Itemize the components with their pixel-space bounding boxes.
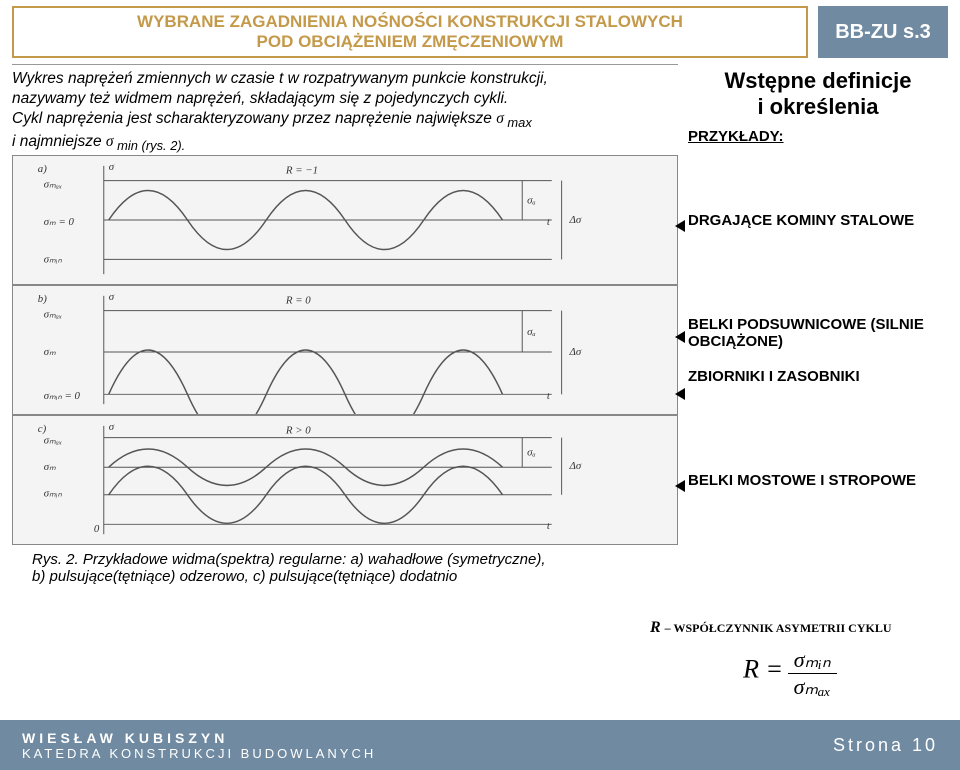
max-sub: max bbox=[504, 115, 532, 130]
sigma-axis-a: σ bbox=[109, 161, 115, 173]
sigma-min-sym: σ bbox=[106, 133, 114, 150]
footer-left: WIESŁAW KUBISZYN KATEDRA KONSTRUKCJI BUD… bbox=[22, 730, 376, 761]
diagram-row-c: c) σ σₘₐₓ σₘ σₘᵢₙ 0 R > 0 t Δσ σₐ bbox=[12, 415, 948, 545]
examples-label: PRZYKŁADY: bbox=[688, 128, 948, 145]
diagram-c: c) σ σₘₐₓ σₘ σₘᵢₙ 0 R > 0 t Δσ σₐ bbox=[12, 415, 678, 545]
sigma-max-a: σₘₐₓ bbox=[44, 179, 62, 191]
para-l4a: i najmniejsze bbox=[12, 133, 106, 150]
sigma-max-b: σₘₐₓ bbox=[44, 309, 62, 321]
arrow-c bbox=[675, 480, 685, 492]
sa-b: σₐ bbox=[527, 326, 536, 338]
delta-c: Δσ bbox=[568, 460, 581, 472]
sigma-axis-b: σ bbox=[109, 291, 115, 303]
body: Wykres naprężeń zmiennych w czasie t w r… bbox=[0, 64, 960, 585]
svg-text:0: 0 bbox=[94, 523, 100, 535]
arrow-b2 bbox=[675, 388, 685, 400]
page-number: Strona 10 bbox=[833, 735, 938, 756]
para-l2: nazywamy też widmem naprężeń, składający… bbox=[12, 90, 508, 107]
definition-box: Wstępne definicje i określenia PRZYKŁADY… bbox=[688, 64, 948, 155]
sigma-max-sym: σ bbox=[496, 110, 504, 127]
sigma-m-b: σₘ bbox=[44, 346, 56, 358]
sa-a: σₐ bbox=[527, 194, 536, 206]
sa-c: σₐ bbox=[527, 446, 536, 458]
header-row: WYBRANE ZAGADNIENIA NOŚNOŚCI KONSTRUKCJI… bbox=[0, 0, 960, 58]
caption-l2: b) pulsujące(tętniące) odzerowo, c) puls… bbox=[32, 568, 457, 585]
def-l2: i określenia bbox=[688, 94, 948, 120]
def-l1: Wstępne definicje bbox=[688, 68, 948, 94]
figure-caption: Rys. 2. Przykładowe widma(spektra) regul… bbox=[12, 545, 612, 585]
r-equals: R = bbox=[743, 655, 783, 684]
diagram-a: a) σ σₘₐₓ σₘ = 0 σₘᵢₙ R = −1 t Δσ σₐ bbox=[12, 155, 678, 285]
label-b: BELKI PODSUWNICOWE (SILNIE OBCIĄŻONE) ZB… bbox=[688, 316, 948, 385]
letter-b: b) bbox=[38, 293, 47, 305]
numerator: σₘᵢₙ bbox=[788, 647, 837, 674]
delta-a: Δσ bbox=[568, 214, 581, 226]
denominator: σₘₐₓ bbox=[788, 674, 837, 700]
r-b: R = 0 bbox=[285, 295, 311, 307]
label-c: BELKI MOSTOWE I STROPOWE bbox=[688, 472, 948, 489]
formula: R = σₘᵢₙ σₘₐₓ bbox=[650, 647, 930, 700]
wsp-text: – WSPÓŁCZYNNIK ASYMETRII CYKLU bbox=[665, 621, 892, 635]
page-badge: BB-ZU s.3 bbox=[818, 6, 948, 58]
title-box: WYBRANE ZAGADNIENIA NOŚNOŚCI KONSTRUKCJI… bbox=[12, 6, 808, 58]
sigma-min-c: σₘᵢₙ bbox=[44, 488, 63, 500]
delta-b: Δσ bbox=[568, 346, 581, 358]
sigma-min-b: σₘᵢₙ = 0 bbox=[44, 390, 81, 402]
sigma-m-c: σₘ bbox=[44, 461, 56, 473]
top-section: Wykres naprężeń zmiennych w czasie t w r… bbox=[12, 64, 948, 155]
title-line-1: WYBRANE ZAGADNIENIA NOŚNOŚCI KONSTRUKCJI… bbox=[22, 12, 798, 32]
caption-l1: Rys. 2. Przykładowe widma(spektra) regul… bbox=[32, 551, 546, 568]
diagram-row-a: a) σ σₘₐₓ σₘ = 0 σₘᵢₙ R = −1 t Δσ σₐ DRG… bbox=[12, 155, 948, 285]
arrow-a bbox=[675, 220, 685, 232]
min-sub: min (rys. 2). bbox=[114, 138, 186, 153]
t-c: t bbox=[547, 520, 551, 532]
label-b1: BELKI PODSUWNICOWE (SILNIE OBCIĄŻONE) bbox=[688, 316, 948, 350]
sigma-axis-c: σ bbox=[109, 421, 115, 433]
para-l3a: Cykl naprężenia jest scharakteryzowany p… bbox=[12, 110, 496, 127]
diagram-b: b) σ σₘₐₓ σₘ σₘᵢₙ = 0 R = 0 t Δσ σₐ bbox=[12, 285, 678, 415]
formula-column: R – WSPÓŁCZYNNIK ASYMETRII CYKLU R = σₘᵢ… bbox=[650, 619, 930, 700]
r-c: R > 0 bbox=[285, 425, 311, 437]
arrow-b1 bbox=[675, 331, 685, 343]
department: KATEDRA KONSTRUKCJI BUDOWLANYCH bbox=[22, 746, 376, 761]
r-wsp-label: R – WSPÓŁCZYNNIK ASYMETRII CYKLU bbox=[650, 619, 892, 636]
para-l1: Wykres naprężeń zmiennych w czasie t w r… bbox=[12, 70, 548, 87]
footer: WIESŁAW KUBISZYN KATEDRA KONSTRUKCJI BUD… bbox=[0, 720, 960, 770]
paragraph: Wykres naprężeń zmiennych w czasie t w r… bbox=[12, 64, 678, 155]
diagram-row-b: b) σ σₘₐₓ σₘ σₘᵢₙ = 0 R = 0 t Δσ σₐ bbox=[12, 285, 948, 415]
r-a: R = −1 bbox=[285, 165, 318, 177]
t-a: t bbox=[547, 216, 551, 228]
title-line-2: POD OBCIĄŻENIEM ZMĘCZENIOWYM bbox=[22, 32, 798, 52]
t-b: t bbox=[547, 390, 551, 402]
letter-c: c) bbox=[38, 423, 47, 435]
author-name: WIESŁAW KUBISZYN bbox=[22, 730, 376, 746]
sigma-m-a: σₘ = 0 bbox=[44, 216, 75, 228]
label-a: DRGAJĄCE KOMINY STALOWE bbox=[688, 212, 948, 229]
label-b2: ZBIORNIKI I ZASOBNIKI bbox=[688, 368, 948, 385]
fraction: σₘᵢₙ σₘₐₓ bbox=[788, 647, 837, 700]
letter-a: a) bbox=[38, 163, 47, 175]
sigma-max-c: σₘₐₓ bbox=[44, 435, 62, 447]
sigma-min-a: σₘᵢₙ bbox=[44, 253, 63, 265]
